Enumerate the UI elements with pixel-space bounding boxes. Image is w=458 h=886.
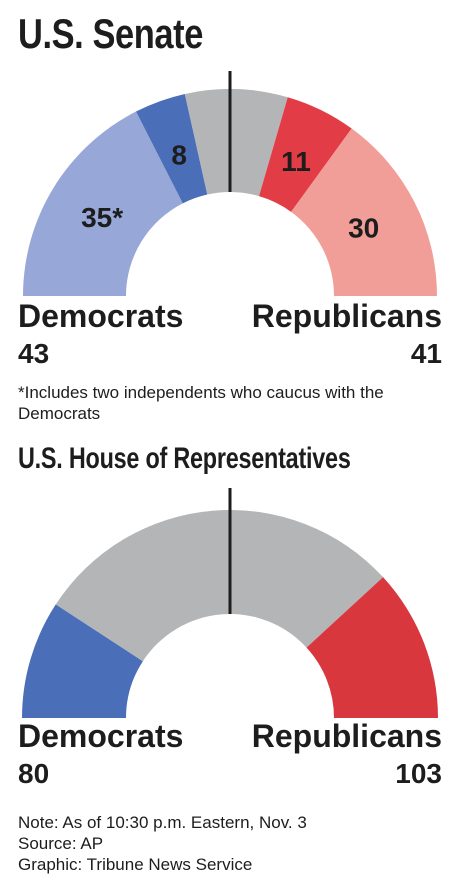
house-chart: [22, 488, 438, 718]
house-title: U.S. House of Representatives: [18, 442, 351, 475]
house-republicans-label: Republicans: [251, 718, 442, 754]
senate-segment-label-8: 8: [171, 139, 187, 170]
senate-segment-1: [23, 111, 183, 296]
senate-democrats-label: Democrats: [18, 298, 184, 334]
senate-segment-2: [136, 93, 208, 204]
senate-footnote: *Includes two independents who caucus wi…: [18, 383, 384, 423]
senate-segment-label-11: 11: [281, 146, 311, 177]
note-text: Note: As of 10:30 p.m. Eastern, Nov. 3: [18, 813, 307, 832]
house-segment-3: [306, 577, 438, 718]
house-segment-1: [22, 604, 143, 718]
senate-segment-5: [291, 128, 437, 296]
senate-chart: 35* 8 11 30: [23, 71, 437, 296]
notes-block: Note: As of 10:30 p.m. Eastern, Nov. 3 S…: [18, 812, 307, 875]
senate-segment-4: [259, 97, 352, 212]
house-democrats-label: Democrats: [18, 718, 184, 754]
senate-republicans-count: 41: [410, 338, 442, 369]
senate-republicans-label: Republicans: [251, 298, 442, 334]
senate-segment-label-30: 30: [348, 212, 379, 243]
senate-segment-label-35: 35*: [81, 202, 123, 233]
house-segment-2: [55, 510, 384, 662]
senate-segment-3: [184, 88, 288, 197]
house-republicans-count: 103: [395, 758, 442, 789]
senate-title: U.S. Senate: [18, 10, 203, 57]
source-text: Source: AP: [18, 834, 104, 853]
senate-democrats-count: 43: [18, 338, 50, 369]
house-democrats-count: 80: [18, 758, 50, 789]
graphic-credit: Graphic: Tribune News Service: [18, 855, 253, 874]
